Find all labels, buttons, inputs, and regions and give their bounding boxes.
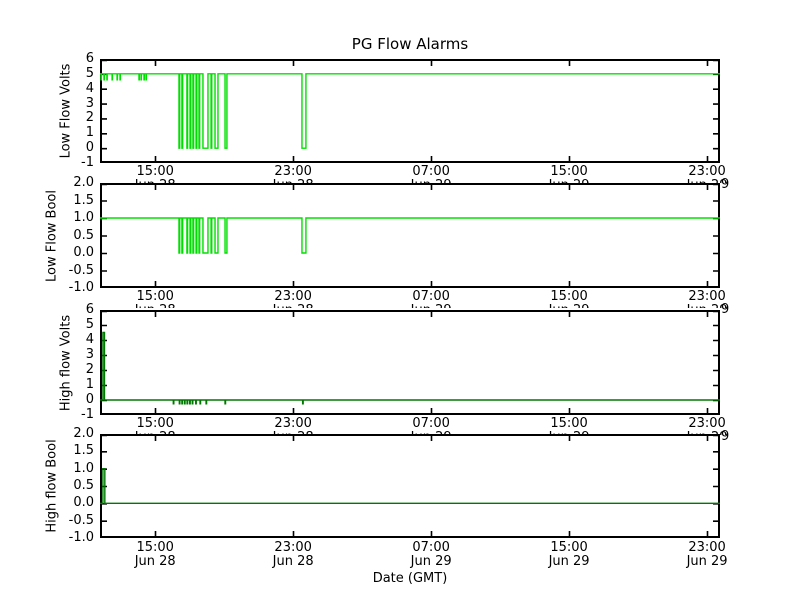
y-tick-label: 2.0 (73, 426, 94, 441)
y-tick-label: 0 (85, 140, 94, 156)
y-tick-label: 0.0 (73, 495, 94, 511)
y-tick-label: 0.5 (73, 227, 94, 243)
x-tick-time-label: 15:00 (550, 164, 588, 179)
clipped-date-overhang: 9 (721, 177, 730, 192)
x-tick-date-label-clipped: Jun 29 (675, 304, 739, 308)
tick-marks (102, 59, 718, 163)
x-tick-date-label-clipped: Jun 28 (123, 304, 187, 308)
subplot-low-flow-bool (100, 183, 720, 288)
y-tick-label: 3 (85, 347, 94, 362)
x-tick-date-label: Jun 29 (686, 554, 728, 569)
x-tick-time-label: 23:00 (688, 416, 726, 431)
x-tick-time-label: 07:00 (412, 416, 450, 431)
axes-frame (100, 310, 720, 415)
y-tick-label: 2 (85, 362, 94, 377)
x-tick-date-label-clipped: Jun 29 (537, 179, 601, 183)
x-tick-date-label-clipped: Jun 28 (123, 179, 187, 183)
y-tick-label: -1 (81, 155, 94, 170)
y-tick-label: 4 (85, 80, 94, 96)
x-tick-time-label: 23:00 (274, 164, 312, 179)
y-tick-label: -1.0 (68, 280, 94, 295)
x-tick-time-label: 15:00 (136, 289, 174, 304)
clipped-date-overhang: 9 (721, 302, 730, 317)
x-tick-date-label-clipped: Jun 29 (537, 431, 601, 435)
x-tick-time-label: 23:00 (688, 289, 726, 304)
y-tick-label: 4 (85, 332, 94, 347)
x-tick-time-label: 15:00 (136, 164, 174, 179)
series-line (100, 467, 720, 505)
x-tick-time-label: 23:00 (274, 416, 312, 431)
y-tick-label: 1 (85, 377, 94, 392)
x-tick-time-label: 23:00 (274, 540, 312, 555)
y-tick-label: 6 (85, 302, 94, 317)
y-tick-label: 2 (85, 110, 94, 126)
series-line (100, 331, 720, 405)
series-line (100, 217, 720, 254)
y-tick-label: 3 (85, 95, 94, 111)
x-tick-date-label-clipped: Jun 28 (261, 431, 325, 435)
x-tick-time-label: 23:00 (688, 540, 726, 555)
x-tick-date-label-clipped: Jun 29 (537, 304, 601, 308)
subplot-high-flow-volts (100, 310, 720, 415)
x-tick-date-label: Jun 28 (272, 554, 314, 569)
y-tick-label: 1.0 (73, 460, 94, 476)
y-tick-label: 1 (85, 125, 94, 141)
x-tick-date-label-clipped: Jun 28 (261, 304, 325, 308)
x-tick-time-label: 15:00 (550, 540, 588, 555)
x-tick-time-label: 15:00 (136, 540, 174, 555)
x-tick-date-label: Jun 29 (410, 554, 452, 569)
x-tick-time-label: 23:00 (274, 289, 312, 304)
x-axis-label: Date (GMT) (372, 571, 448, 586)
clipped-date-overhang: 9 (721, 429, 730, 444)
x-tick-time-label: 07:00 (412, 540, 450, 555)
x-tick-date-label-clipped: Jun 29 (675, 431, 739, 435)
axes-frame (100, 183, 720, 288)
y-tick-label: 2.0 (73, 175, 94, 190)
y-tick-label: 5 (85, 65, 94, 81)
y-tick-label: 0 (85, 392, 94, 407)
chart-title: PG Flow Alarms (351, 35, 469, 53)
series-line (100, 73, 720, 149)
x-tick-time-label: 15:00 (136, 416, 174, 431)
y-tick-label: -1.0 (68, 530, 94, 545)
y-tick-label: 0.0 (73, 245, 94, 260)
x-tick-time-label: 23:00 (688, 164, 726, 179)
subplot-low-flow-volts (100, 59, 720, 163)
axes-frame (100, 59, 720, 163)
y-tick-label: -0.5 (68, 262, 94, 278)
tick-marks (102, 434, 718, 538)
x-tick-time-label: 15:00 (550, 289, 588, 304)
y-tick-label: 1.5 (73, 192, 94, 208)
x-tick-date-label-clipped: Jun 28 (123, 431, 187, 435)
x-tick-date-label-clipped: Jun 29 (675, 179, 739, 183)
y-tick-label: 0.5 (73, 478, 94, 493)
x-tick-date-label-clipped: Jun 29 (399, 179, 463, 183)
subplot-high-flow-bool (100, 434, 720, 538)
x-tick-time-label: 07:00 (412, 289, 450, 304)
x-tick-date-label-clipped: Jun 28 (261, 179, 325, 183)
x-tick-date-label-clipped: Jun 29 (399, 431, 463, 435)
x-tick-time-label: 15:00 (550, 416, 588, 431)
x-tick-time-label: 07:00 (412, 164, 450, 179)
x-tick-date-label: Jun 29 (548, 554, 590, 569)
y-tick-label: -0.5 (68, 512, 94, 528)
y-tick-label: -1 (81, 407, 94, 422)
x-tick-date-label: Jun 28 (134, 554, 176, 569)
axes-frame (100, 434, 720, 538)
x-tick-date-label-clipped: Jun 29 (399, 304, 463, 308)
y-tick-label: 1.5 (73, 443, 94, 459)
tick-marks (102, 310, 718, 415)
tick-marks (102, 183, 718, 288)
y-tick-label: 1.0 (73, 210, 94, 225)
y-tick-label: 6 (85, 51, 94, 66)
y-tick-label: 5 (85, 317, 94, 332)
